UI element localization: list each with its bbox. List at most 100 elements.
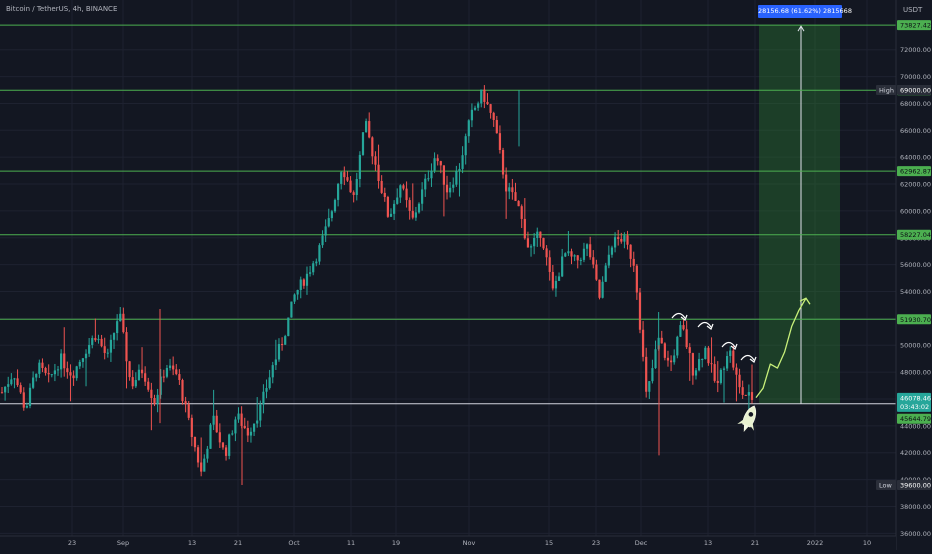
curved-arrow-icon (730, 343, 738, 350)
candle-body (162, 376, 165, 378)
time-tick-label: Sep (117, 539, 129, 547)
candle-body (430, 170, 433, 179)
candle-body (433, 158, 436, 171)
candle-body (324, 226, 327, 236)
candle-body (333, 199, 337, 212)
candle-body (315, 261, 318, 264)
candle-body (483, 89, 486, 102)
price-tick-label: 72000.00 (900, 46, 931, 54)
candle-body (66, 368, 69, 373)
candle-body (623, 235, 626, 242)
candle-body (408, 200, 411, 211)
measure-tool-label[interactable]: 28156.68 (61.62%) 2815668 (758, 5, 852, 18)
candle-body (638, 292, 642, 330)
candle-body (374, 156, 377, 165)
candle-body (330, 211, 333, 219)
projection-arrow-head (799, 297, 811, 305)
curved-arrow-icon (671, 312, 686, 319)
candle-body (536, 231, 539, 238)
candle-body (685, 329, 688, 348)
last-price-value: 46078.46 (900, 394, 931, 402)
candle-body (632, 258, 635, 266)
measure-arrow-head (797, 25, 805, 32)
candle-body (452, 184, 455, 188)
candle-body (579, 259, 582, 261)
candle-body (187, 404, 190, 418)
candle-body (41, 362, 44, 368)
candle-body (442, 165, 446, 185)
candle-body (28, 387, 32, 406)
last-price-countdown: 03:43:02 (900, 403, 929, 411)
candle-body (719, 369, 722, 383)
candle-body (346, 177, 349, 181)
chart-title: Bitcoin / TetherUS, 4h, BINANCE (6, 5, 118, 13)
candle-body (168, 365, 172, 368)
candle-body (595, 264, 598, 280)
candle-body (389, 213, 393, 217)
candle-body (312, 263, 315, 273)
candle-body (735, 367, 738, 375)
candle-body (380, 180, 383, 193)
candle-body (629, 244, 632, 259)
candle-body (738, 374, 741, 388)
candle-body (56, 369, 60, 371)
candle-body (336, 183, 340, 200)
low-price-tag (897, 479, 931, 490)
candle-body (707, 347, 710, 364)
candle-body (19, 385, 22, 393)
candle-body (50, 374, 53, 376)
candle-body (134, 380, 137, 387)
candle-body (196, 447, 200, 463)
candle-body (53, 370, 57, 375)
level-price-tag-label: 58227.04 (900, 231, 931, 239)
candle-body (620, 238, 623, 242)
candle-body (280, 344, 284, 346)
candle-body (601, 281, 604, 298)
candle-body (116, 321, 119, 334)
price-tick-label: 70000.00 (900, 73, 931, 81)
candle-body (259, 404, 262, 421)
candle-body (449, 187, 452, 193)
candle-body (25, 405, 28, 408)
candle-body (626, 235, 629, 245)
candle-body (688, 347, 691, 354)
candle-body (368, 121, 371, 138)
candle-body (501, 149, 505, 175)
candle-body (676, 336, 679, 356)
candle-body (371, 137, 374, 157)
candle-body (103, 346, 106, 353)
candle-body (237, 413, 240, 420)
candle-body (224, 447, 228, 456)
price-tick-label: 66000.00 (900, 127, 931, 135)
candle-body (38, 362, 41, 374)
candle-body (318, 245, 321, 262)
curved-arrow-icon (697, 321, 712, 328)
candle-body (44, 367, 47, 374)
candle-body (654, 349, 657, 369)
candle-body (383, 192, 386, 197)
candle-body (10, 379, 13, 385)
candle-body (526, 238, 530, 248)
candle-body (424, 178, 427, 190)
time-tick-label: 13 (704, 539, 712, 547)
candle-body (165, 367, 169, 377)
candle-body (153, 398, 156, 404)
candle-body (125, 332, 128, 362)
candle-body (106, 352, 109, 354)
candle-body (209, 424, 212, 449)
candle-body (7, 384, 10, 387)
candle-body (212, 415, 215, 425)
candle-body (190, 417, 193, 438)
candle-body (548, 257, 551, 272)
candle-body (589, 244, 592, 258)
candle-body (517, 200, 520, 207)
candle-body (47, 373, 50, 375)
candle-body (473, 107, 477, 110)
low-label-box (876, 479, 896, 490)
level-price-tag-label: 51930.70 (900, 316, 931, 324)
candle-body (436, 158, 439, 162)
last-price-tag (897, 392, 931, 412)
candle-body (277, 344, 281, 360)
